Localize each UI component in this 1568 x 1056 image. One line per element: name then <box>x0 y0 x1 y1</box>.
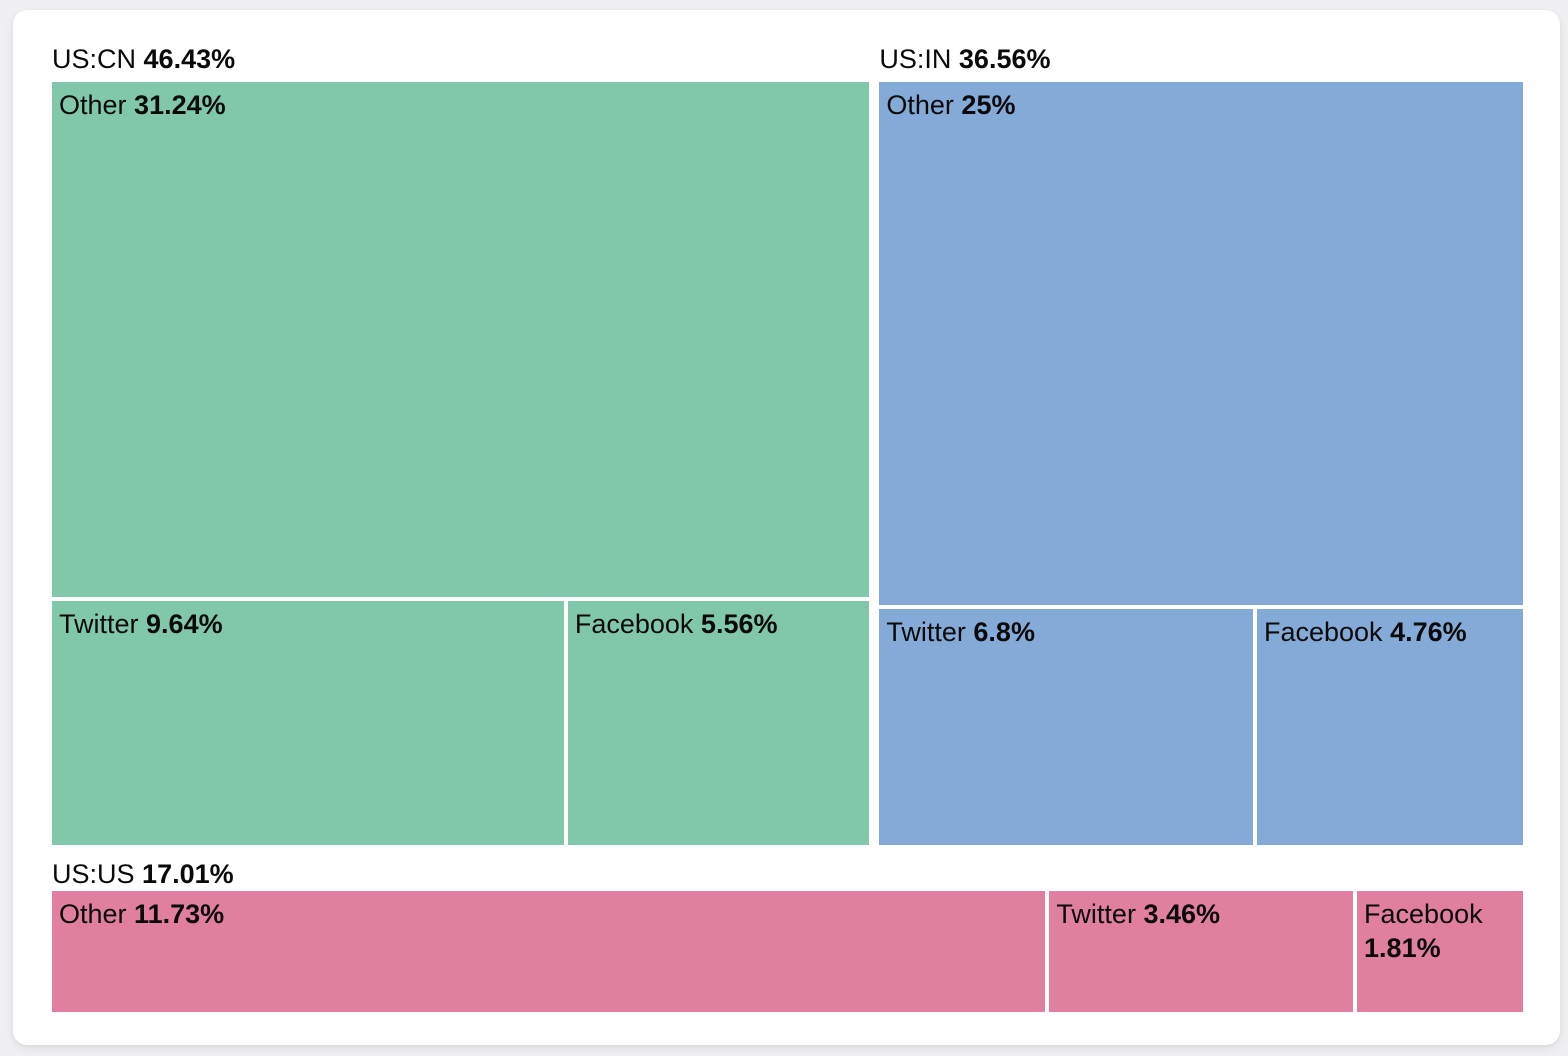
cell-value: 6.8% <box>973 616 1035 647</box>
group-value: 36.56% <box>958 44 1051 74</box>
cell-value: 31.24% <box>134 90 226 120</box>
treemap-cell-us-us-facebook[interactable]: Facebook 1.81% <box>1357 891 1523 1012</box>
treemap-group-us-in: US:IN 36.56% Other 25% Twitter 6.8% Faceboo… <box>879 44 1523 845</box>
treemap-group-us-cn: US:CN 46.43% Other 31.24% Twitter 9.64% Fac… <box>52 44 870 845</box>
treemap-cell-us-in-other[interactable]: Other 25% <box>879 82 1523 605</box>
cell-label: Other <box>59 899 127 929</box>
cell-label: Twitter <box>59 608 139 639</box>
treemap: US:CN 46.43% Other 31.24% Twitter 9.64% Fac… <box>52 44 1523 1012</box>
treemap-group-us-us: US:US 17.01% Other 11.73% Twitter 3.46% Fac… <box>52 845 1523 1012</box>
cell-label: Other <box>59 90 127 120</box>
group-cells-us-in: Other 25% Twitter 6.8% Facebook 4.76% <box>879 82 1523 845</box>
cell-label: Other <box>886 90 954 120</box>
group-label: US:IN <box>879 44 952 74</box>
cell-value: 9.64% <box>146 608 223 639</box>
group-value: 17.01% <box>142 859 234 889</box>
cell-value: 1.81% <box>1364 933 1441 963</box>
group-cells-us-us: Other 11.73% Twitter 3.46% Facebook 1.81% <box>52 891 1523 1012</box>
group-subrow-us-in: Twitter 6.8% Facebook 4.76% <box>879 608 1523 845</box>
treemap-cell-us-in-twitter[interactable]: Twitter 6.8% <box>879 608 1253 845</box>
cell-value: 25% <box>961 90 1016 120</box>
treemap-top-row: US:CN 46.43% Other 31.24% Twitter 9.64% Fac… <box>52 44 1523 845</box>
treemap-cell-us-us-twitter[interactable]: Twitter 3.46% <box>1049 891 1354 1012</box>
group-header-us-us: US:US 17.01% <box>52 845 1523 891</box>
cell-value: 3.46% <box>1143 899 1221 929</box>
group-label: US:US <box>52 859 135 889</box>
group-header-us-cn: US:CN 46.43% <box>52 44 869 82</box>
treemap-cell-us-cn-twitter[interactable]: Twitter 9.64% <box>52 600 564 845</box>
treemap-cell-us-in-facebook[interactable]: Facebook 4.76% <box>1256 608 1523 845</box>
cell-value: 11.73% <box>134 899 225 929</box>
cell-label: Facebook <box>1263 616 1383 647</box>
group-cells-us-cn: Other 31.24% Twitter 9.64% Facebook 5.56% <box>52 82 870 845</box>
group-value: 46.43% <box>143 44 236 74</box>
treemap-cell-us-us-other[interactable]: Other 11.73% <box>52 891 1046 1012</box>
treemap-cell-us-cn-other[interactable]: Other 31.24% <box>52 82 870 597</box>
cell-label: Twitter <box>1056 899 1136 929</box>
group-label: US:CN <box>52 44 137 74</box>
cell-label: Facebook <box>574 608 694 639</box>
cell-label: Facebook <box>1364 899 1483 929</box>
treemap-card: US:CN 46.43% Other 31.24% Twitter 9.64% Fac… <box>13 10 1560 1045</box>
cell-value: 4.76% <box>1390 616 1467 647</box>
group-subrow-us-cn: Twitter 9.64% Facebook 5.56% <box>52 600 870 845</box>
group-header-us-in: US:IN 36.56% <box>879 44 1523 82</box>
cell-value: 5.56% <box>700 608 778 639</box>
cell-label: Twitter <box>886 616 966 647</box>
treemap-cell-us-cn-facebook[interactable]: Facebook 5.56% <box>567 600 870 845</box>
